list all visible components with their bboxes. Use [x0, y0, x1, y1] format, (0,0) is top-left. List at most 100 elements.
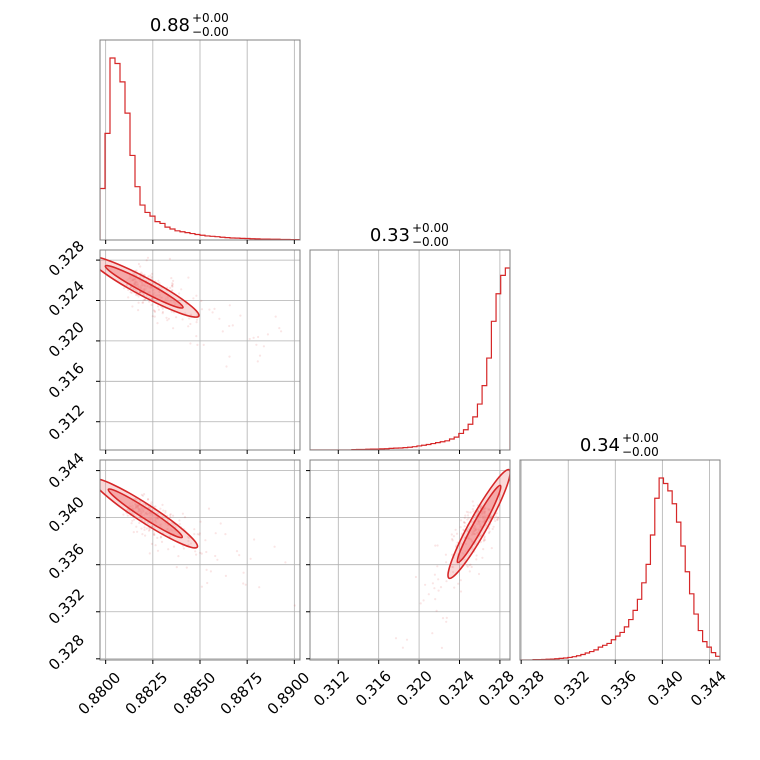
sample-point	[196, 533, 199, 536]
y-tick-label: 0.340	[45, 493, 88, 536]
sample-point	[481, 556, 484, 559]
sample-point	[464, 521, 467, 525]
scatter-panel-2-1	[310, 460, 510, 660]
sample-point	[153, 310, 157, 313]
sample-point	[147, 498, 150, 501]
sample-point	[144, 503, 148, 507]
sample-point	[185, 566, 188, 569]
sample-point	[164, 509, 167, 513]
sample-point	[178, 522, 181, 526]
sample-point	[147, 275, 150, 278]
sample-point	[252, 336, 255, 339]
sample-point	[477, 510, 480, 513]
sample-point	[165, 316, 168, 319]
scatter-panel-1-0	[100, 250, 300, 450]
sample-point	[145, 294, 148, 297]
sample-point	[139, 265, 142, 268]
sample-point	[440, 646, 443, 650]
sample-point	[138, 291, 141, 294]
sample-point	[284, 561, 287, 564]
sample-point	[172, 545, 176, 548]
sample-point	[200, 308, 204, 311]
sample-point	[487, 520, 490, 523]
sample-point	[175, 316, 178, 319]
sample-point	[172, 514, 175, 517]
sample-point	[186, 535, 189, 538]
sample-point	[452, 535, 455, 538]
sample-point	[175, 566, 178, 569]
sample-point	[144, 298, 147, 301]
sample-point	[169, 515, 172, 519]
sample-point	[171, 284, 174, 287]
sample-point	[482, 538, 485, 542]
svg-text:0.33: 0.33	[370, 225, 410, 246]
sample-point	[132, 531, 135, 534]
tick-marks	[96, 240, 710, 664]
sample-point	[228, 355, 231, 358]
sample-point	[135, 274, 138, 277]
contour-level	[456, 484, 502, 564]
sample-point	[140, 271, 143, 274]
sample-point	[187, 536, 190, 540]
sample-point	[470, 565, 473, 569]
sample-point	[135, 269, 138, 272]
sample-point	[385, 622, 387, 624]
sample-point	[157, 279, 160, 282]
sample-point	[205, 550, 208, 554]
sample-point	[228, 324, 231, 328]
sample-point	[466, 518, 469, 521]
sample-point	[224, 533, 227, 536]
sample-point	[195, 318, 199, 321]
sample-point	[479, 505, 482, 508]
sample-point	[235, 550, 239, 553]
sample-point	[224, 574, 227, 578]
sample-point	[258, 354, 262, 357]
sample-point	[459, 579, 462, 582]
sample-point	[497, 517, 500, 520]
sample-point	[144, 534, 147, 537]
sample-point	[238, 554, 241, 557]
sample-point	[242, 571, 245, 574]
sample-point	[149, 503, 153, 506]
sample-point	[468, 564, 471, 567]
sample-point	[167, 548, 170, 551]
sample-point	[469, 563, 472, 566]
y-tick-label: 0.332	[45, 585, 88, 628]
sample-point	[457, 582, 460, 585]
sample-point	[242, 582, 245, 585]
x-tick-labels-0: 0.8800 0.8825 0.8850 0.8875 0.8900	[75, 669, 314, 719]
sample-point	[231, 324, 234, 327]
sample-point	[156, 322, 159, 325]
sample-point	[490, 547, 493, 550]
sample-point	[455, 532, 459, 535]
sample-point	[487, 527, 491, 530]
sample-point	[496, 518, 499, 521]
sample-point	[199, 520, 202, 523]
sample-point	[169, 513, 172, 516]
sample-point	[132, 272, 135, 275]
sample-point	[479, 541, 482, 544]
sample-point	[125, 284, 129, 287]
sample-point	[137, 309, 140, 312]
sample-point	[161, 312, 164, 315]
sample-point	[280, 330, 283, 333]
panel-frame	[519, 459, 721, 661]
sample-point	[139, 275, 142, 278]
sample-point	[187, 325, 190, 328]
sample-point	[422, 599, 425, 602]
sample-point	[145, 259, 148, 262]
sample-point	[130, 522, 133, 525]
sample-point	[142, 502, 145, 505]
sample-point	[451, 538, 454, 541]
sample-point	[211, 311, 214, 314]
sample-point	[149, 274, 152, 277]
sample-point	[153, 315, 156, 318]
y-tick-label: 0.316	[45, 359, 88, 402]
sample-point	[273, 545, 276, 548]
x-tick-label: 0.336	[597, 667, 640, 710]
sample-point	[195, 321, 198, 324]
sample-point	[214, 532, 217, 535]
sample-point	[172, 523, 175, 527]
sample-point	[467, 528, 470, 531]
